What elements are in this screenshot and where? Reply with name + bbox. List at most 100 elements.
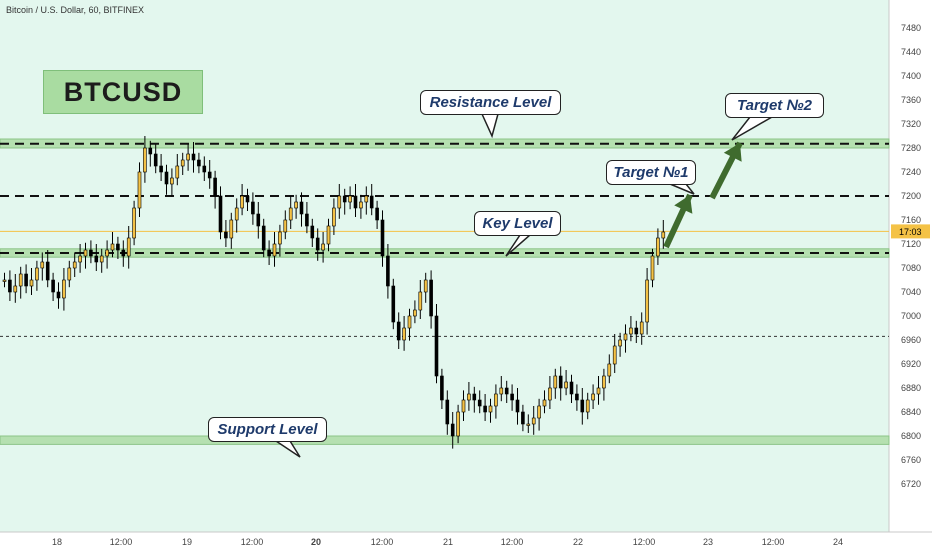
target-1-arrow-head bbox=[674, 195, 693, 214]
candle-body bbox=[132, 207, 136, 239]
candle-body bbox=[553, 375, 558, 389]
candle-body bbox=[353, 195, 358, 209]
candle-body bbox=[623, 333, 628, 341]
candle-body bbox=[472, 393, 477, 401]
candle-body bbox=[526, 423, 531, 426]
y-tick-label: 7360 bbox=[901, 95, 921, 105]
candle-body bbox=[629, 327, 633, 335]
candle-body bbox=[596, 387, 601, 395]
candle-body bbox=[234, 207, 239, 221]
y-tick-label: 6720 bbox=[901, 479, 921, 489]
candle-body bbox=[35, 267, 39, 281]
candle-body bbox=[126, 237, 131, 257]
resistance-pointer bbox=[480, 113, 499, 139]
candle-body bbox=[391, 285, 396, 323]
candle-body bbox=[423, 279, 428, 293]
candle-body bbox=[245, 195, 250, 203]
candle-body bbox=[256, 213, 261, 227]
candle-body bbox=[99, 255, 104, 263]
x-tick-label: 12:00 bbox=[110, 537, 133, 547]
candle-body bbox=[72, 261, 77, 269]
candle-body bbox=[477, 399, 482, 407]
target-1-pointer bbox=[669, 183, 695, 195]
target-2-callout: Target №2 bbox=[725, 93, 824, 118]
candle-body bbox=[153, 153, 158, 167]
target-1-callout: Target №1 bbox=[606, 160, 696, 185]
candle-body bbox=[531, 417, 536, 425]
candle-body bbox=[440, 375, 444, 401]
candle-body bbox=[542, 399, 547, 407]
y-tick-label: 6800 bbox=[901, 431, 921, 441]
candle-body bbox=[278, 231, 282, 245]
candle-body bbox=[272, 243, 277, 257]
x-tick-label: 12:00 bbox=[633, 537, 656, 547]
candle-body bbox=[67, 267, 72, 281]
y-tick-label: 7320 bbox=[901, 119, 921, 129]
candle-body bbox=[175, 165, 180, 179]
candle-body bbox=[315, 237, 320, 251]
x-tick-label: 18 bbox=[52, 537, 62, 547]
y-tick-label: 7040 bbox=[901, 287, 921, 297]
candle-body bbox=[612, 345, 617, 365]
candle-body bbox=[170, 177, 174, 185]
candle-body bbox=[186, 153, 190, 161]
candle-body bbox=[488, 405, 493, 413]
candle-body bbox=[418, 291, 423, 311]
candle-body bbox=[434, 315, 439, 377]
candle-body bbox=[650, 255, 655, 281]
candle-body bbox=[83, 249, 88, 257]
candle-body bbox=[197, 159, 201, 167]
candle-body bbox=[445, 399, 450, 425]
candle-body bbox=[591, 393, 595, 401]
y-tick-label: 6880 bbox=[901, 383, 921, 393]
x-tick-label: 22 bbox=[573, 537, 583, 547]
candle-body bbox=[13, 285, 18, 293]
candle-body bbox=[580, 399, 585, 413]
candle-body bbox=[326, 225, 331, 245]
candle-body bbox=[558, 375, 563, 389]
candle-body bbox=[29, 279, 34, 287]
candle-body bbox=[369, 195, 374, 209]
candle-body bbox=[461, 399, 466, 413]
candle-body bbox=[180, 159, 185, 167]
y-tick-label: 6840 bbox=[901, 407, 921, 417]
candle-body bbox=[504, 387, 509, 395]
target-2-arrow-head bbox=[723, 143, 742, 162]
candle-body bbox=[348, 195, 352, 203]
candle-body bbox=[251, 201, 255, 215]
candle-body bbox=[40, 261, 45, 269]
candle-body bbox=[62, 279, 66, 299]
candle-body bbox=[116, 243, 120, 251]
candle-body bbox=[240, 195, 244, 209]
candle-body bbox=[639, 321, 644, 335]
candle-body bbox=[288, 207, 293, 221]
candle-body bbox=[89, 249, 93, 257]
candle-body bbox=[332, 207, 336, 227]
candle-body bbox=[456, 411, 460, 437]
candle-body bbox=[18, 273, 23, 287]
y-tick-label: 6960 bbox=[901, 335, 921, 345]
candle-body bbox=[2, 279, 7, 282]
candle-body bbox=[121, 249, 126, 257]
support-callout: Support Level bbox=[208, 417, 327, 442]
y-tick-label: 7080 bbox=[901, 263, 921, 273]
candle-body bbox=[321, 243, 325, 251]
candle-body bbox=[359, 201, 363, 209]
candle-body bbox=[229, 219, 234, 239]
candle-body bbox=[8, 279, 12, 293]
symbol-header: Bitcoin / U.S. Dollar, 60, BITFINEX bbox=[6, 5, 145, 15]
candle-body bbox=[213, 177, 217, 197]
candle-body bbox=[364, 195, 369, 203]
candle-body bbox=[294, 201, 298, 209]
candle-body bbox=[548, 387, 552, 401]
x-tick-label: 12:00 bbox=[501, 537, 524, 547]
candle-body bbox=[645, 279, 649, 323]
candle-body bbox=[283, 219, 288, 233]
candle-body bbox=[105, 249, 109, 257]
candle-body bbox=[569, 381, 574, 395]
candle-body bbox=[202, 165, 207, 173]
candle-body bbox=[299, 201, 304, 215]
candle-body bbox=[656, 237, 660, 257]
candle-body bbox=[386, 255, 390, 287]
candle-body bbox=[191, 153, 196, 161]
